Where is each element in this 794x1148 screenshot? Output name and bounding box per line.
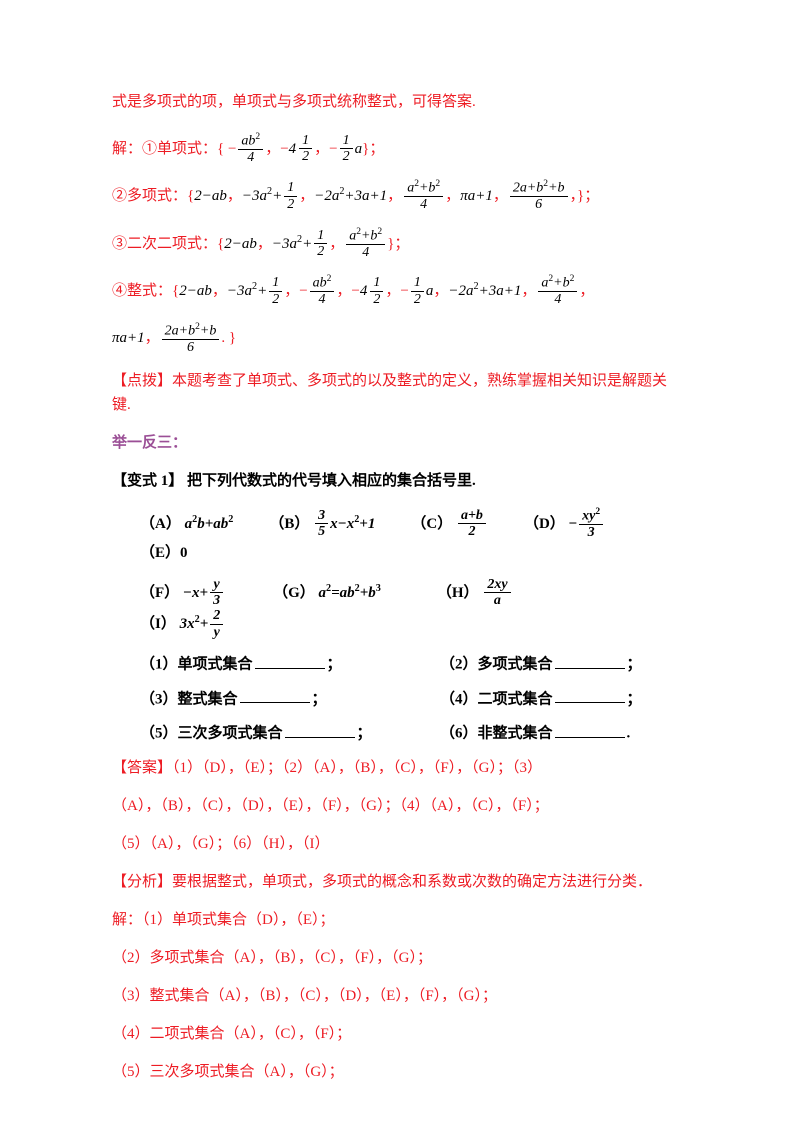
t: ④整式：{ [112, 279, 179, 303]
mixed: 412 [289, 133, 315, 165]
opt-e: （E）0 [140, 541, 188, 565]
blank[interactable] [555, 721, 625, 738]
frac: 2a+b2+b6 [510, 179, 568, 212]
t: （5）（A），（G）；（6）（H），（I） [112, 832, 330, 856]
t: （A），（B），（C），（D），（E），（F），（G）；（4）（A），（C），（… [112, 794, 549, 818]
q5: （5）三次多项式集合； （6）非整式集合. [140, 721, 679, 746]
t: . } [221, 326, 236, 350]
answer2: （A），（B），（C），（D），（E），（F），（G）；（4）（A），（C），（… [112, 794, 679, 818]
q3: （3）整式集合； （4）二项式集合； [140, 687, 679, 712]
options-row1: （A） a2b+ab2 （B） 35x−x2+1 （C） a+b2 （D） −x… [140, 507, 679, 564]
t: 【变式 1】 把下列代数式的代号填入相应的集合括号里. [112, 469, 476, 493]
intro: 式是多项式的项，单项式与多项式统称整式，可得答案. [112, 90, 679, 114]
q1: （1）单项式集合； （2）多项式集合； [140, 652, 679, 677]
t: ，− [314, 137, 337, 161]
opt-c: （C） a+b2 [411, 508, 488, 540]
sol4: ④整式：{ 2−ab ， −3a2+12 ，− ab24 ，− 412 ，− 1… [112, 274, 679, 307]
t: ，}； [570, 184, 600, 208]
t: ，− [385, 279, 408, 303]
blank[interactable] [285, 721, 355, 738]
opt-f: （F） −x+y3 [140, 577, 225, 609]
t: ， [257, 232, 272, 256]
t: ， [145, 326, 160, 350]
sol3: ③二次二项式：{ 2−ab ， −3a2+12 ， a2+b24 }； [112, 227, 679, 260]
frac: 12 [269, 275, 282, 307]
t: ， [299, 184, 314, 208]
frac-ab2-4: ab24 [238, 132, 263, 165]
answer3: （5）（A），（G）；（6）（H），（I） [112, 832, 679, 856]
t: ，− [265, 137, 288, 161]
variant-title: 举一反三： [112, 431, 679, 455]
opt-d: （D） −xy23 [524, 507, 605, 540]
sol1: 解：①单项式：{ − ab24 ，− 412 ，− 12a }； [112, 132, 679, 165]
t: 解：（1）单项式集合（D），（E）； [112, 908, 335, 932]
t: }； [362, 137, 384, 161]
opt-g: （G） a2=ab2+b3 [273, 581, 381, 605]
t: 式是多项式的项，单项式与多项式统称整式，可得答案. [112, 90, 476, 114]
t: 举一反三： [112, 431, 187, 455]
analysis: 【分析】要根据整式，单项式，多项式的概念和系数或次数的确定方法进行分类． [112, 870, 679, 894]
variant-q: 【变式 1】 把下列代数式的代号填入相应的集合括号里. [112, 469, 679, 493]
frac: 12 [411, 275, 424, 307]
blank[interactable] [240, 687, 310, 704]
options-row2: （F） −x+y3 （G） a2=ab2+b3 （H） 2xya （I） 3x2… [140, 577, 679, 641]
t: 解：①单项式：{ − [112, 137, 236, 161]
s3: （3）整式集合（A），（B），（C），（D），（E），（F），（G）； [112, 984, 679, 1008]
t: 【点拨】本题考查了单项式、多项式的以及整式的定义，熟练掌握相关知识是解题关键. [112, 369, 679, 417]
frac-1-2: 12 [340, 133, 353, 165]
frac: a2+b24 [404, 179, 443, 212]
t: ， [212, 279, 227, 303]
blank[interactable] [255, 652, 325, 669]
frac: a2+b24 [538, 274, 577, 307]
frac: a2+b24 [346, 227, 385, 260]
opt-i: （I） 3x2+2y [140, 608, 225, 640]
t: （2）多项式集合（A），（B），（C），（F），（G）； [112, 946, 432, 970]
blank[interactable] [555, 652, 625, 669]
sol2: ②多项式：{ 2−ab ， −3a2+12 ， −2a2+3a+1 ， a2+b… [112, 179, 679, 212]
t: （4）二项式集合（A），（C），（F）； [112, 1022, 351, 1046]
t: ，− [284, 279, 307, 303]
t: }； [387, 232, 409, 256]
opt-h: （H） 2xya [437, 577, 513, 609]
t: 【分析】要根据整式，单项式，多项式的概念和系数或次数的确定方法进行分类． [112, 870, 652, 894]
t: ， [445, 184, 460, 208]
s1: 解：（1）单项式集合（D），（E）； [112, 908, 679, 932]
t: ， [433, 279, 448, 303]
frac: 12 [314, 228, 327, 260]
s4: （4）二项式集合（A），（C），（F）； [112, 1022, 679, 1046]
t: ， [493, 184, 508, 208]
s2: （2）多项式集合（A），（B），（C），（F），（G）； [112, 946, 679, 970]
frac: ab24 [310, 274, 335, 307]
answer1: 【答案】（1）（D），（E）；（2）（A），（B），（C），（F），（G）；（3… [112, 756, 679, 780]
s5: （5）三次多项式集合（A），（G）； [112, 1060, 679, 1084]
t: ， [387, 184, 402, 208]
t: （5）三次多项式集合（A），（G）； [112, 1060, 344, 1084]
tip: 【点拨】本题考查了单项式、多项式的以及整式的定义，熟练掌握相关知识是解题关键. [112, 369, 679, 417]
t: ， [521, 279, 536, 303]
t: （3）整式集合（A），（B），（C），（D），（E），（F），（G）； [112, 984, 497, 1008]
t: ， [579, 279, 594, 303]
mixed: 412 [360, 275, 386, 307]
frac: 12 [284, 180, 297, 212]
blank[interactable] [555, 687, 625, 704]
opt-b: （B） 35x−x2+1 [269, 508, 375, 540]
t: ，− [336, 279, 359, 303]
t: ， [329, 232, 344, 256]
frac: 2a+b2+b6 [162, 322, 220, 355]
t: ②多项式：{ [112, 184, 194, 208]
t: ， [227, 184, 242, 208]
t: 【答案】（1）（D），（E）；（2）（A），（B），（C），（F），（G）；（3… [112, 756, 542, 780]
opt-a: （A） a2b+ab2 [140, 512, 233, 536]
t: ③二次二项式：{ [112, 232, 224, 256]
sol4b: πa+1 ， 2a+b2+b6 . } [112, 322, 679, 355]
